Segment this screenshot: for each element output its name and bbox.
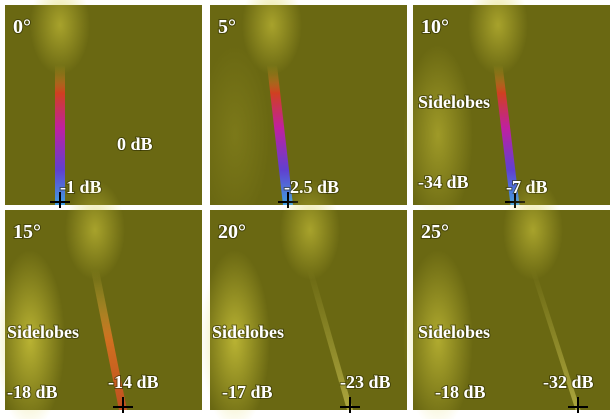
angle-label: 20° <box>218 221 246 243</box>
level-label: -34 dB <box>418 172 469 192</box>
panel: 15° Sidelobes -18 dB -14 dB <box>0 180 202 419</box>
level-label: Sidelobes <box>212 322 284 342</box>
sidelobe-glow <box>403 45 473 225</box>
level-label: Sidelobes <box>7 322 79 342</box>
panel: 10°Sidelobes-34 dB-7 dB <box>403 0 610 225</box>
panel: 20° Sidelobes -17 dB -23 dB <box>200 180 407 419</box>
near-field-glow <box>503 180 563 280</box>
angle-label: 5° <box>218 16 236 38</box>
angle-label: 25° <box>421 221 449 243</box>
near-field-glow <box>65 180 125 280</box>
angle-label: 10° <box>421 16 449 38</box>
panel: 25° Sidelobes -18 dB -32 dB <box>403 180 610 419</box>
level-label: Sidelobes <box>418 322 490 342</box>
figure: 0°0 dB-1 dB5°-2.5 dB10°Sidelobes-34 dB-7… <box>0 0 615 419</box>
level-label: -14 dB <box>108 372 159 392</box>
level-label: -18 dB <box>435 382 486 402</box>
level-label: -23 dB <box>340 372 391 392</box>
level-label: -17 dB <box>222 382 273 402</box>
level-label: 0 dB <box>117 134 153 154</box>
angle-label: 15° <box>13 221 41 243</box>
level-label: -18 dB <box>7 382 58 402</box>
sidelobe-glow <box>200 45 270 225</box>
angle-label: 0° <box>13 16 31 38</box>
level-label: -32 dB <box>543 372 594 392</box>
near-field-glow <box>280 180 340 280</box>
level-label: Sidelobes <box>418 92 490 112</box>
panel: 0°0 dB-1 dB <box>5 0 202 208</box>
